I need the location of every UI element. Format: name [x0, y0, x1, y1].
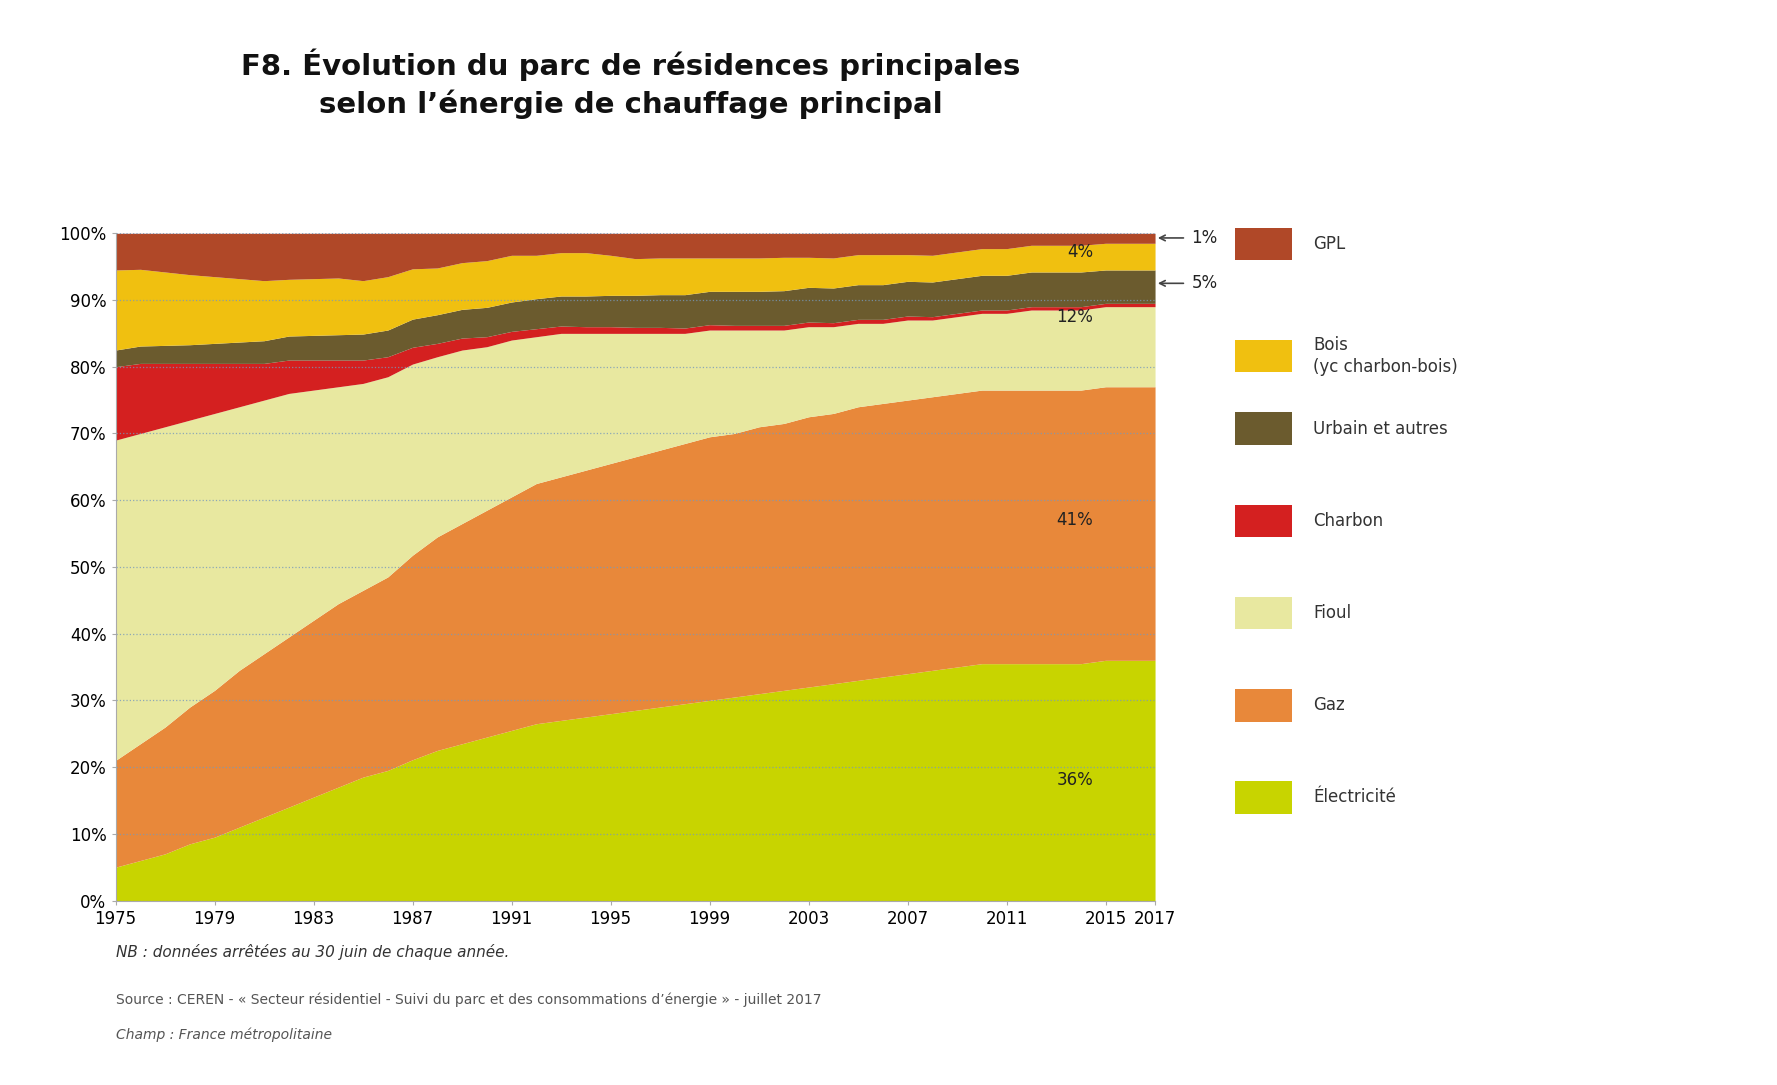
- Text: 5%: 5%: [1191, 275, 1217, 292]
- Text: Urbain et autres: Urbain et autres: [1313, 420, 1448, 437]
- Text: NB : données arrêtées au 30 juin de chaque année.: NB : données arrêtées au 30 juin de chaq…: [116, 944, 508, 960]
- Text: 4%: 4%: [1066, 243, 1093, 261]
- Text: 12%: 12%: [1056, 308, 1093, 326]
- Text: 36%: 36%: [1056, 771, 1093, 790]
- Text: Charbon: Charbon: [1313, 512, 1383, 529]
- Text: Source : CEREN - « Secteur résidentiel - Suivi du parc et des consommations d’én: Source : CEREN - « Secteur résidentiel -…: [116, 993, 821, 1007]
- Text: Bois
(yc charbon-bois): Bois (yc charbon-bois): [1313, 335, 1457, 376]
- Text: Fioul: Fioul: [1313, 604, 1351, 622]
- Text: F8. Évolution du parc de résidences principales
selon l’énergie de chauffage pri: F8. Évolution du parc de résidences prin…: [242, 49, 1020, 119]
- Text: 1%: 1%: [1191, 229, 1217, 247]
- Text: Gaz: Gaz: [1313, 697, 1345, 714]
- Text: Champ : France métropolitaine: Champ : France métropolitaine: [116, 1027, 332, 1042]
- Text: 41%: 41%: [1056, 511, 1093, 529]
- Text: Électricité: Électricité: [1313, 789, 1397, 806]
- Text: GPL: GPL: [1313, 235, 1345, 253]
